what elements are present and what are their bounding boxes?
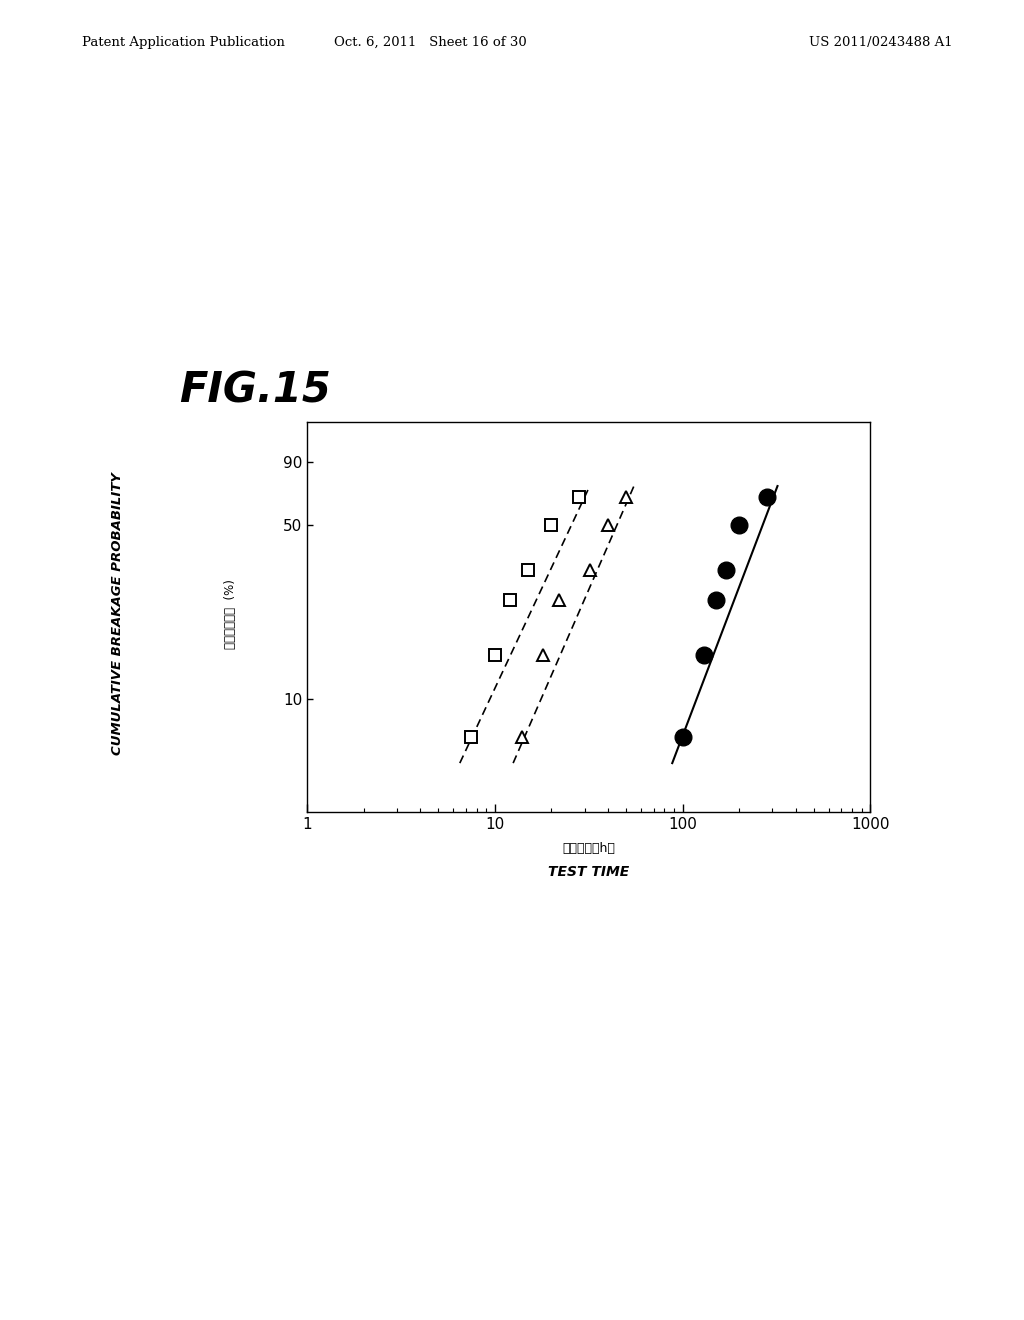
Text: Patent Application Publication: Patent Application Publication	[82, 36, 285, 49]
Text: 累積損傷確率  (%): 累積損傷確率 (%)	[224, 579, 237, 648]
Text: FIG.15: FIG.15	[179, 370, 331, 412]
Text: US 2011/0243488 A1: US 2011/0243488 A1	[809, 36, 952, 49]
Text: TEST TIME: TEST TIME	[548, 865, 630, 879]
Text: 試験時間（h）: 試験時間（h）	[562, 842, 615, 855]
Text: Oct. 6, 2011   Sheet 16 of 30: Oct. 6, 2011 Sheet 16 of 30	[334, 36, 526, 49]
Text: CUMULATIVE BREAKAGE PROBABILITY: CUMULATIVE BREAKAGE PROBABILITY	[112, 473, 124, 755]
